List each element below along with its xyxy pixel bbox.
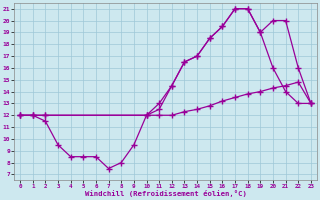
X-axis label: Windchill (Refroidissement éolien,°C): Windchill (Refroidissement éolien,°C)	[84, 190, 246, 197]
